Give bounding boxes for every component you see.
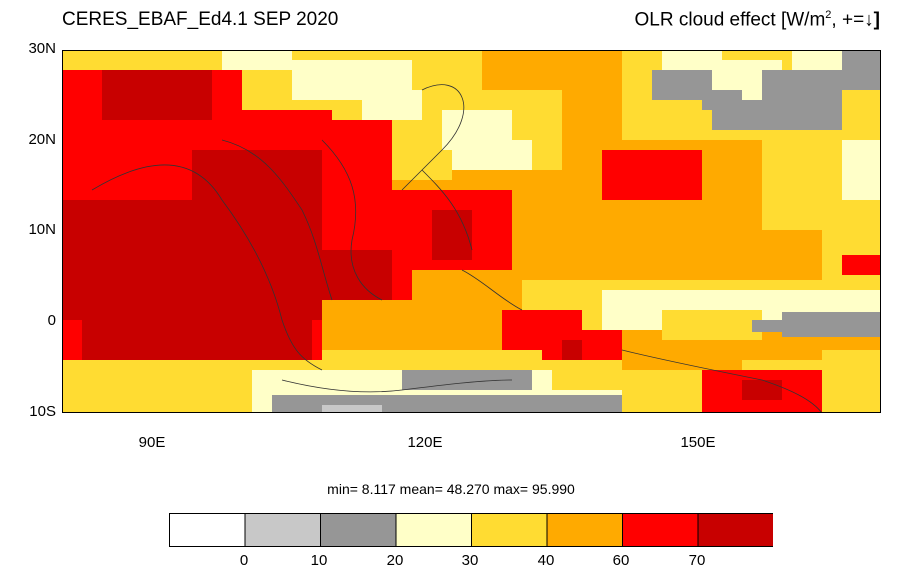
colorbar-box [395,513,472,547]
equatorial-belt [522,280,881,413]
dark-red-core [62,70,472,360]
lat-label-10s: 10S [29,403,56,420]
colorbar-box [622,513,699,547]
variable-title-suffix: , += [831,9,865,31]
map-panel [62,50,881,413]
lon-label-90e: 90E [138,434,166,451]
lon-label-120e: 120E [407,434,443,451]
coastlines [91,84,823,413]
lon-label-150e: 150E [680,434,716,451]
colorbar-box [320,513,397,547]
colorbar-box [546,513,623,547]
variable-title-prefix: OLR cloud effect [W/m [634,9,826,31]
colorbar-box [697,513,773,547]
cb-label-20: 20 [386,552,404,569]
map-field [62,50,881,413]
lat-label-30n: 30N [28,40,56,57]
variable-title-sup: 2 [825,9,832,21]
down-arrow-icon: ↓ [864,9,874,31]
variable-title-close: ] [873,9,880,31]
stats-text: min= 8.117 mean= 48.270 max= 95.990 [327,481,575,497]
cb-label-0: 0 [239,552,249,569]
colorbar [169,513,773,547]
lat-label-20n: 20N [28,131,56,148]
grey-patches-north [652,50,881,130]
map-border [62,50,881,413]
colorbar-box [471,513,548,547]
cb-label-30: 30 [461,552,479,569]
cb-label-40: 40 [537,552,555,569]
red-region-east [502,150,881,413]
south-belt [62,350,742,413]
colorbar-box [244,513,321,547]
lat-label-0: 0 [47,312,56,329]
map-title: CERES_EBAF_Ed4.1 SEP 2020 [62,9,339,30]
cb-label-70: 70 [688,552,706,569]
cb-label-60: 60 [612,552,630,569]
variable-title: OLR cloud effect [W/m2, +=↓] [635,9,880,31]
lat-label-10n: 10N [28,221,56,238]
cb-label-10: 10 [310,552,328,569]
colorbar-box [169,513,246,547]
